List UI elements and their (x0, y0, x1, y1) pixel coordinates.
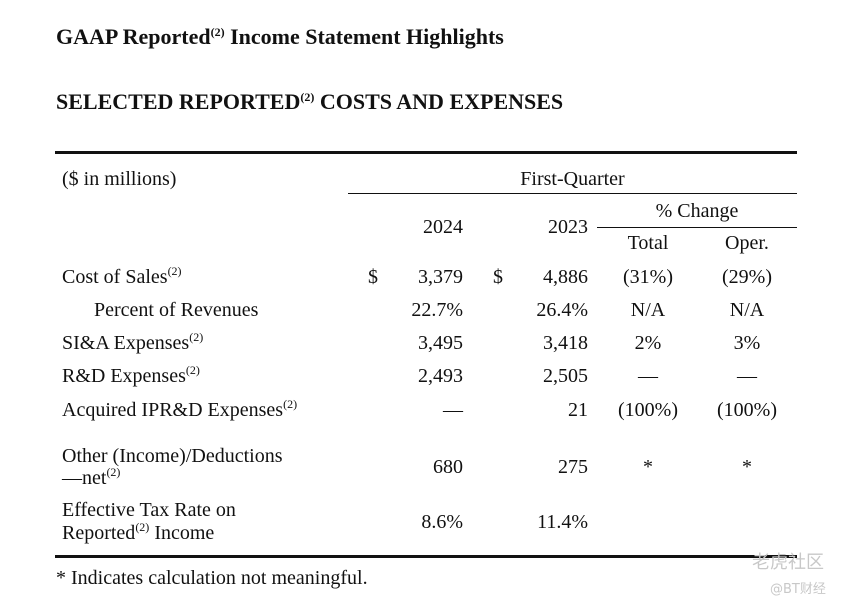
superscript: (2) (106, 465, 121, 479)
text-part: Cost of Sales (62, 266, 168, 288)
title: GAAP Reported(2) Income Statement Highli… (56, 26, 504, 48)
cell: 2,493 (418, 365, 463, 387)
cell: 11.4% (537, 511, 588, 533)
cell: — (443, 399, 463, 421)
cell: (31%) (623, 266, 673, 288)
change-rule (597, 227, 797, 228)
text-part: Income Statement Highlights (224, 24, 504, 49)
row-label: Other (Income)/Deductions (62, 446, 282, 466)
text-part: Acquired IPR&D Expenses (62, 399, 284, 421)
row-label: —net(2) (62, 465, 121, 489)
superscript: (2) (283, 397, 298, 411)
text-part: R&D Expenses (62, 365, 186, 387)
cell: * (742, 456, 752, 478)
watermark: @BT财经 (770, 582, 826, 597)
period-header: First-Quarter (520, 168, 625, 190)
cell: * (643, 456, 653, 478)
cell: (29%) (722, 266, 772, 288)
cell: 21 (568, 399, 588, 421)
superscript: (2) (300, 90, 315, 104)
superscript: (2) (189, 330, 204, 344)
cell: 2,505 (543, 365, 588, 387)
bottom-rule (55, 555, 797, 558)
cell: 3,495 (418, 332, 463, 354)
row-label: R&D Expenses(2) (62, 363, 200, 387)
text-part: Reported (62, 522, 136, 544)
cell: 3,379 (418, 266, 463, 288)
cell: 8.6% (421, 511, 463, 533)
cell: — (737, 365, 757, 387)
cell: (100%) (618, 399, 678, 421)
cell: 680 (433, 456, 463, 478)
row-label: Acquired IPR&D Expenses(2) (62, 397, 298, 421)
period-rule (348, 193, 797, 194)
row-label: Reported(2) Income (62, 520, 215, 544)
row-label: SI&A Expenses(2) (62, 330, 204, 354)
superscript: (2) (167, 264, 182, 278)
text-part: GAAP Reported (56, 24, 211, 49)
subtitle: SELECTED REPORTED(2) COSTS AND EXPENSES (56, 91, 563, 113)
text-part: SELECTED REPORTED (56, 89, 301, 114)
cell: 2% (634, 332, 662, 354)
watermark: 老虎社区 (752, 552, 824, 573)
text-part: Percent of Revenues (94, 299, 259, 321)
text-part: —net (62, 467, 107, 489)
cell: 4,886 (543, 266, 588, 288)
text-part: SI&A Expenses (62, 332, 190, 354)
cell: 3,418 (543, 332, 588, 354)
cell: (100%) (717, 399, 777, 421)
text-part: COSTS AND EXPENSES (314, 89, 564, 114)
row-label: Cost of Sales(2) (62, 264, 182, 288)
year-header: 2024 (423, 216, 463, 238)
cell: 26.4% (536, 299, 588, 321)
currency-sign: $ (493, 266, 503, 288)
cell: N/A (729, 299, 765, 321)
superscript: (2) (185, 363, 200, 377)
unit-label: ($ in millions) (62, 168, 177, 190)
superscript: (2) (135, 520, 150, 534)
change-header: % Change (655, 200, 739, 222)
cell: — (638, 365, 658, 387)
change-column-header: Oper. (725, 232, 769, 254)
row-label: Effective Tax Rate on (62, 500, 236, 520)
footnote: * Indicates calculation not meaningful. (56, 567, 368, 589)
top-rule (55, 151, 797, 154)
year-header: 2023 (548, 216, 588, 238)
row-label: Percent of Revenues (94, 300, 258, 320)
currency-sign: $ (368, 266, 378, 288)
text-part: Effective Tax Rate on (62, 499, 236, 521)
text-part: Other (Income)/Deductions (62, 445, 283, 467)
text-part: Income (149, 522, 215, 544)
cell: N/A (630, 299, 666, 321)
cell: 22.7% (411, 299, 463, 321)
cell: 3% (733, 332, 761, 354)
superscript: (2) (210, 25, 225, 39)
cell: 275 (558, 456, 588, 478)
change-column-header: Total (627, 232, 669, 254)
